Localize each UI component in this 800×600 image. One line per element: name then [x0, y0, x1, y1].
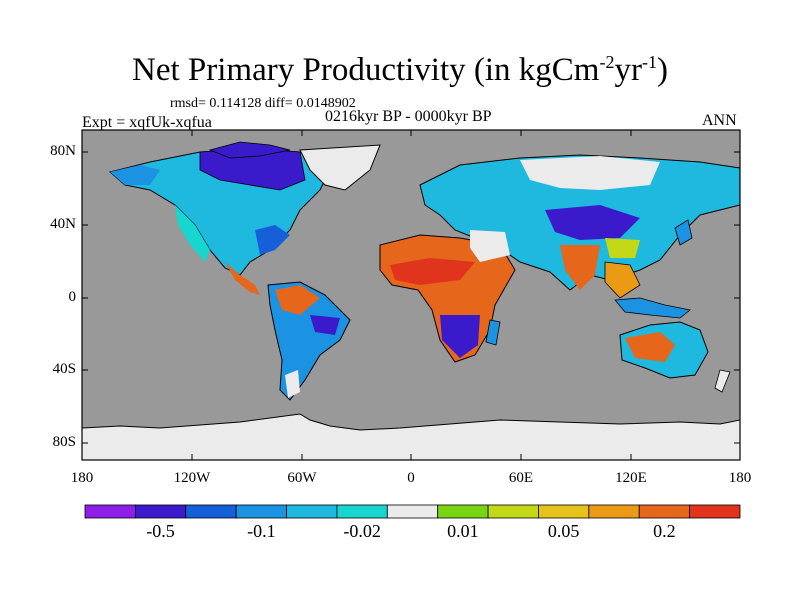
x-tick-label: 0	[407, 470, 415, 486]
colorbar-segment	[386, 504, 439, 519]
antarctica	[82, 413, 740, 460]
colorbar-segment	[588, 504, 640, 519]
colorbar-segment	[689, 504, 741, 519]
x-tick-label: 180	[728, 470, 752, 486]
brazil-east	[310, 315, 340, 335]
x-tick-label: 120E	[615, 470, 647, 486]
patagonia	[285, 370, 300, 398]
period-label: 0216kyr BP - 0000kyr BP	[325, 108, 492, 125]
southern-africa	[440, 315, 480, 358]
colorbar-segment	[437, 504, 489, 519]
siberia	[520, 156, 660, 190]
x-tick-label: 120W	[173, 470, 211, 486]
y-tick-label: 80S	[52, 434, 76, 450]
new-zealand	[714, 369, 731, 393]
tibet	[605, 238, 640, 258]
colorbar-segment	[134, 504, 187, 519]
plot-title: Net Primary Productivity (in kgCm-2yr-1)	[132, 52, 668, 88]
sahara	[470, 230, 510, 262]
stats-line: rmsd= 0.114128 diff= 0.0148902	[170, 96, 356, 111]
colorbar-segment	[185, 504, 237, 519]
central-asia	[545, 205, 640, 240]
season-label: ANN	[702, 112, 737, 129]
australia-interior	[625, 332, 675, 362]
colorbar-tick-label: 0.01	[447, 521, 479, 541]
us-east	[255, 225, 290, 255]
arctic-islands	[208, 141, 291, 159]
colorbar-tick-label: 0.05	[547, 521, 580, 541]
x-tick-label: 60W	[287, 470, 317, 486]
indonesia	[614, 297, 691, 319]
x-tick-label: 180	[70, 470, 94, 486]
y-tick-label: 80N	[50, 143, 76, 159]
colorbar-tick-label: -0.02	[343, 521, 381, 541]
alaska	[110, 165, 160, 185]
colorbar-segment	[538, 504, 590, 519]
colorbar-tick-label: 0.2	[653, 521, 676, 541]
colorbar-segment	[336, 504, 388, 519]
x-tick-label: 60E	[508, 470, 534, 486]
japan	[674, 219, 693, 246]
colorbar-tick-label: -0.1	[247, 521, 276, 541]
colorbar-tick-label: -0.5	[146, 521, 175, 541]
greenland	[299, 144, 381, 191]
experiment-label: Expt = xqfUk-xqfua	[82, 114, 212, 131]
y-tick-label: 40N	[50, 216, 76, 232]
colorbar-segment	[286, 504, 338, 519]
colorbar	[84, 504, 741, 519]
colorbar-segment	[84, 504, 136, 519]
amazon	[275, 285, 320, 315]
y-tick-label: 0	[68, 289, 77, 305]
southeast-asia	[604, 261, 641, 299]
mexico	[225, 262, 260, 295]
india	[560, 245, 600, 290]
colorbar-segment	[638, 504, 691, 519]
y-tick-label: 40S	[52, 361, 76, 377]
map-canvas	[82, 130, 740, 460]
colorbar-segment	[235, 504, 287, 519]
colorbar-segment	[487, 504, 539, 519]
sahel	[390, 258, 475, 285]
madagascar	[485, 319, 501, 346]
north-america-west	[175, 205, 210, 262]
